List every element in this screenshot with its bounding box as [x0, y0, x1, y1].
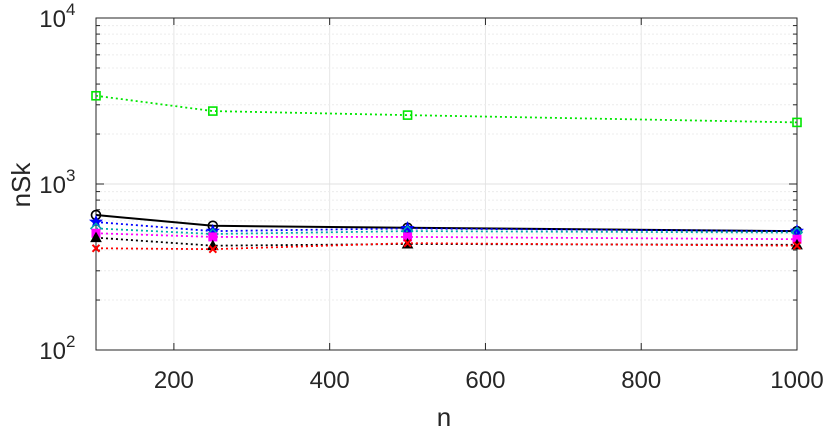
x-axis-label: n: [437, 402, 451, 430]
series-2: [88, 214, 805, 238]
series-5: [90, 231, 803, 251]
x-tick-label: 800: [621, 367, 661, 394]
y-tick-exponent: 4: [66, 0, 75, 19]
series-line: [95, 227, 798, 235]
y-axis-label: nSk: [6, 162, 36, 208]
data-point-cross: [91, 244, 101, 253]
x-tick-label: 200: [154, 367, 194, 394]
series-6: [91, 238, 802, 254]
data-point-square: [402, 110, 413, 120]
y-tick-exponent: 2: [66, 332, 75, 351]
data-point-triangle: [90, 231, 102, 243]
data-point-square: [792, 117, 802, 128]
data-point-cross: [792, 241, 802, 250]
grid-lines: [96, 18, 798, 350]
y-tick-label: 10: [39, 172, 66, 199]
data-point-cross: [403, 238, 412, 248]
x-tick-label: 400: [310, 367, 350, 394]
y-tick-label: 10: [39, 338, 66, 365]
data-point-square: [208, 106, 218, 116]
x-tick-label: 600: [465, 367, 505, 394]
series-layer: [88, 90, 805, 254]
y-tick-exponent: 3: [66, 166, 75, 185]
x-tick-label: 1000: [770, 367, 823, 394]
data-point-square: [91, 90, 101, 101]
series-line: [95, 242, 798, 251]
series-line: [95, 232, 798, 241]
series-0: [91, 90, 802, 128]
data-point-star: [88, 214, 104, 228]
series-line: [95, 94, 798, 124]
series-line: [95, 221, 798, 233]
data-point-star: [789, 223, 805, 238]
y-tick-label: 10: [39, 6, 66, 33]
data-point-cross: [208, 244, 218, 254]
